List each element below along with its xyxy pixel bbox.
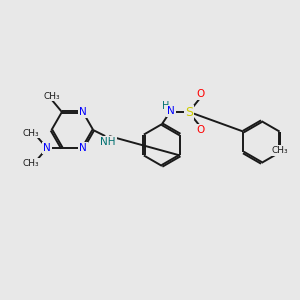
Text: N: N [79,143,87,153]
Text: S: S [185,106,193,119]
Text: CH₃: CH₃ [44,92,60,100]
Text: N: N [167,106,175,116]
Text: CH₃: CH₃ [271,146,288,155]
Text: CH₃: CH₃ [23,129,39,138]
Text: O: O [196,125,205,135]
Text: H: H [162,101,169,111]
Text: N: N [43,143,51,153]
Text: NH: NH [100,137,116,147]
Text: O: O [196,89,205,99]
Text: CH₃: CH₃ [23,159,39,168]
Text: N: N [79,107,87,117]
